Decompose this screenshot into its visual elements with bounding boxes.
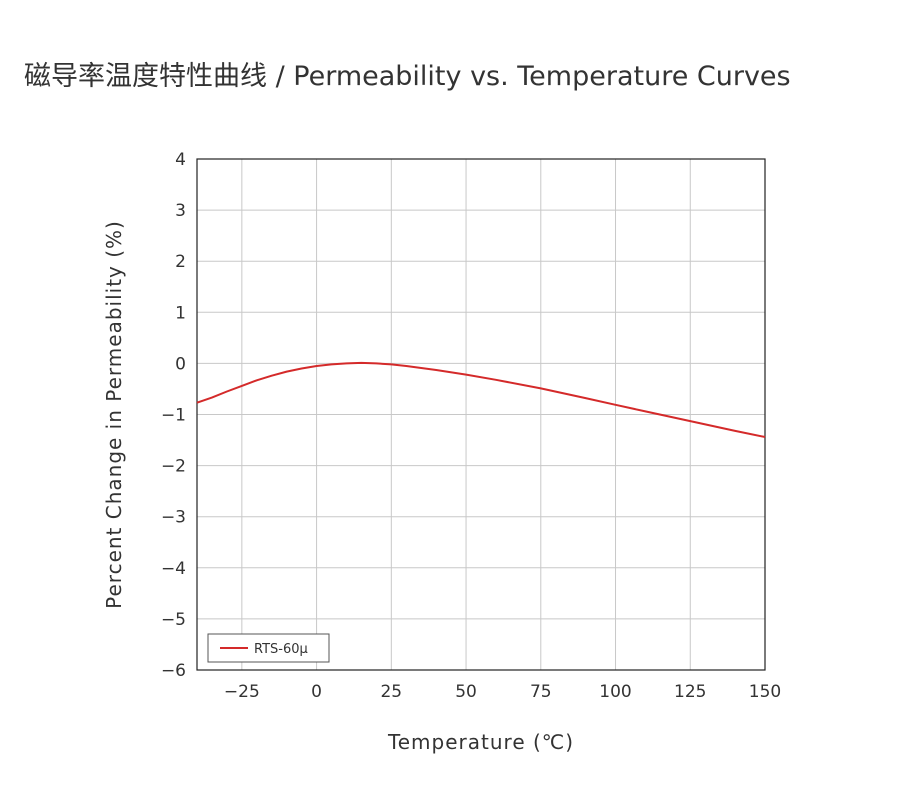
y-tick-label: 1 bbox=[175, 303, 186, 323]
series bbox=[196, 361, 766, 438]
y-tick-label: −4 bbox=[161, 559, 186, 579]
y-tick-label: −2 bbox=[161, 457, 186, 477]
y-tick-label: −6 bbox=[161, 661, 186, 681]
plot-frame bbox=[196, 158, 766, 671]
y-tick-label: 3 bbox=[175, 201, 186, 221]
y-tick-label: 2 bbox=[175, 252, 186, 272]
x-tick-label: 75 bbox=[530, 682, 552, 702]
legend: RTS-60μ bbox=[207, 633, 330, 663]
y-tick-label: −1 bbox=[161, 406, 186, 426]
x-tick-label: 50 bbox=[455, 682, 477, 702]
page-title: 磁导率温度特性曲线 / Permeability vs. Temperature… bbox=[24, 61, 791, 92]
y-tick-label: −3 bbox=[161, 508, 186, 528]
ticks: −25 0 25 50 75 100 125 150 4 3 2 1 0 −1 −2 −3 −4 −5 −6 bbox=[161, 150, 781, 702]
y-tick-label: 0 bbox=[175, 354, 186, 374]
y-axis-label: Percent Change in Permeability (%) bbox=[102, 220, 126, 609]
series-line bbox=[196, 361, 766, 438]
x-tick-label: −25 bbox=[224, 682, 260, 702]
y-tick-label: 4 bbox=[175, 150, 186, 170]
x-axis-label: Temperature (℃) bbox=[387, 730, 574, 754]
x-tick-label: 150 bbox=[749, 682, 781, 702]
grid bbox=[197, 158, 766, 671]
x-tick-label: 0 bbox=[311, 682, 322, 702]
x-tick-label: 100 bbox=[599, 682, 631, 702]
legend-entry: RTS-60μ bbox=[254, 642, 308, 657]
y-tick-label: −5 bbox=[161, 610, 186, 630]
x-tick-label: 25 bbox=[380, 682, 402, 702]
x-tick-label: 125 bbox=[674, 682, 706, 702]
